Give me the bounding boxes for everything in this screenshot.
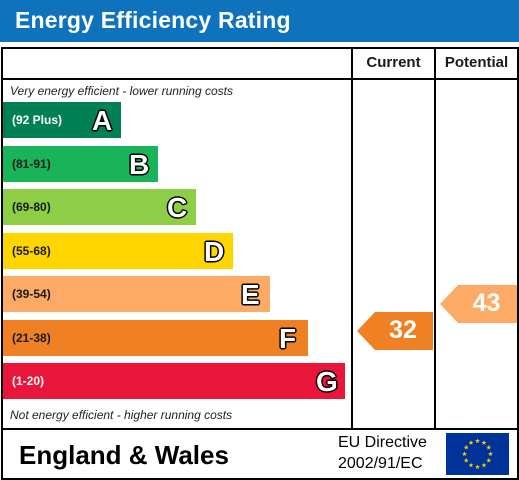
band-d: (55-68) D <box>3 233 233 269</box>
directive-line-2: 2002/91/EC <box>338 455 423 472</box>
band-a: (92 Plus) A <box>3 102 121 138</box>
eu-star-icon <box>488 451 493 457</box>
current-arrow-shape <box>357 312 433 350</box>
potential-rating-value: 43 <box>472 289 501 317</box>
current-column-header: Current <box>366 54 421 71</box>
potential-rating-arrow: 43 <box>440 285 517 323</box>
band-b: (81-91) B <box>3 146 158 182</box>
band-letter: F <box>279 323 297 354</box>
potential-arrow-shape <box>440 285 517 323</box>
eu-star-icon <box>481 440 487 445</box>
band-letter: G <box>316 366 338 397</box>
eu-star-icon <box>475 464 480 470</box>
eu-star-icon <box>468 462 474 468</box>
eu-star-icon <box>481 462 487 468</box>
band-g: (1-20) G <box>3 363 345 399</box>
current-rating-value: 32 <box>389 316 417 344</box>
eu-star-icon <box>486 444 492 450</box>
eu-star-icon <box>463 444 469 450</box>
band-letter: B <box>129 149 150 180</box>
eu-star-icon <box>463 457 469 463</box>
band-range-label: (69-80) <box>12 200 51 214</box>
header-divider <box>1 78 517 80</box>
band-letter: E <box>241 279 260 310</box>
band-range-label: (1-20) <box>12 374 45 388</box>
region-title: England & Wales <box>19 440 229 470</box>
band-letter: D <box>204 236 225 267</box>
band-range-label: (81-91) <box>12 157 51 171</box>
bottom-note: Not energy efficient - higher running co… <box>10 408 233 422</box>
title-bar: Energy Efficiency Rating <box>0 0 519 42</box>
top-note: Very energy efficient - lower running co… <box>10 84 233 98</box>
potential-column-divider <box>434 47 436 430</box>
directive-line-1: EU Directive <box>338 434 427 451</box>
eu-star-icon <box>462 451 467 457</box>
band-letter: A <box>92 105 113 136</box>
band-f: (21-38) F <box>3 320 308 356</box>
band-e: (39-54) E <box>3 276 270 312</box>
eu-star-icon <box>475 438 480 444</box>
band-range-label: (39-54) <box>12 287 51 301</box>
chart-title: Energy Efficiency Rating <box>15 7 291 33</box>
band-range-label: (21-38) <box>12 331 51 345</box>
chart-frame <box>1 47 519 480</box>
current-rating-arrow: 32 <box>357 312 433 350</box>
footer-divider <box>1 428 517 430</box>
eu-star-icon <box>468 440 474 445</box>
current-column-divider <box>351 47 353 430</box>
potential-column-header: Potential <box>444 54 509 71</box>
band-range-label: (55-68) <box>12 244 51 258</box>
band-c: (69-80) C <box>3 189 196 225</box>
band-letter: C <box>167 192 188 223</box>
eu-star-icon <box>486 457 492 463</box>
band-range-label: (92 Plus) <box>12 113 63 127</box>
eu-flag-icon <box>446 433 509 475</box>
